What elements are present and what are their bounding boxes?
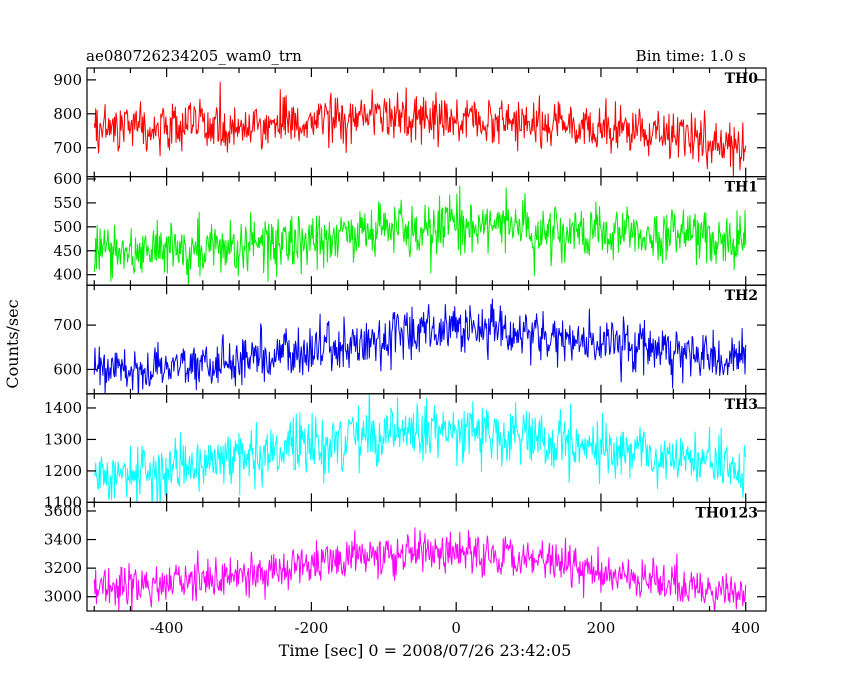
y-tick-label: 400 — [53, 266, 82, 284]
y-tick-label: 550 — [53, 194, 82, 212]
y-tick-label: 800 — [53, 105, 82, 123]
y-tick-label: 500 — [53, 218, 82, 236]
series-th3 — [93, 393, 747, 503]
panel-label-th0123: TH0123 — [695, 505, 758, 521]
x-axis-label: Time [sec] 0 = 2008/07/26 23:42:05 — [279, 641, 572, 660]
y-tick-label: 3000 — [44, 588, 82, 606]
observation-id-title: ae080726234205_wam0_trn — [86, 47, 302, 65]
panel-label-th1: TH1 — [725, 180, 758, 196]
y-tick-label: 900 — [53, 71, 82, 89]
y-tick-label: 3400 — [44, 531, 82, 549]
series-th0 — [93, 81, 747, 177]
x-tick-label: 0 — [451, 619, 461, 637]
bin-time-label: Bin time: 1.0 s — [636, 47, 746, 65]
panel-label-th3: TH3 — [725, 397, 758, 413]
y-tick-label: 3200 — [44, 559, 82, 577]
panel-th1: 400 450 500 550 600 TH1 — [53, 170, 767, 286]
panel-th0123: 3000 3200 3400 3600 TH0123 — [44, 501, 767, 612]
x-tick-label: 200 — [587, 619, 616, 637]
x-tick-labels: -400 -200 0 200 400 — [150, 619, 760, 637]
y-tick-label: 1100 — [44, 493, 82, 511]
y-tick-label: 600 — [53, 170, 82, 188]
y-tick-label: 600 — [53, 360, 82, 378]
panel-th3: 1100 1200 1300 1400 TH3 — [44, 393, 767, 511]
series-th0123 — [93, 527, 747, 611]
y-tick-label: 450 — [53, 242, 82, 260]
y-tick-label: 700 — [53, 316, 82, 334]
y-tick-label: 700 — [53, 139, 82, 157]
y-tick-label: 1300 — [44, 430, 82, 448]
y-tick-label: 1400 — [44, 399, 82, 417]
panel-label-th0: TH0 — [725, 71, 759, 87]
x-tick-label: -400 — [150, 619, 184, 637]
panel-th2: 600 700 TH2 — [53, 284, 767, 395]
panel-frame — [86, 501, 767, 612]
series-th1 — [93, 185, 747, 286]
series-th2 — [93, 298, 747, 394]
x-tick-label: -200 — [295, 619, 329, 637]
x-tick-label: 400 — [731, 619, 760, 637]
y-axis-label: Counts/sec — [3, 299, 22, 388]
y-tick-label: 1200 — [44, 462, 82, 480]
panels-group: 700 800 900 TH0 400 450 500 550 600 TH1 600 700 TH2 1… — [44, 67, 767, 612]
panel-th0: 700 800 900 TH0 — [53, 67, 767, 178]
y-tick-label: 3600 — [44, 502, 82, 520]
panel-label-th2: TH2 — [725, 288, 758, 304]
